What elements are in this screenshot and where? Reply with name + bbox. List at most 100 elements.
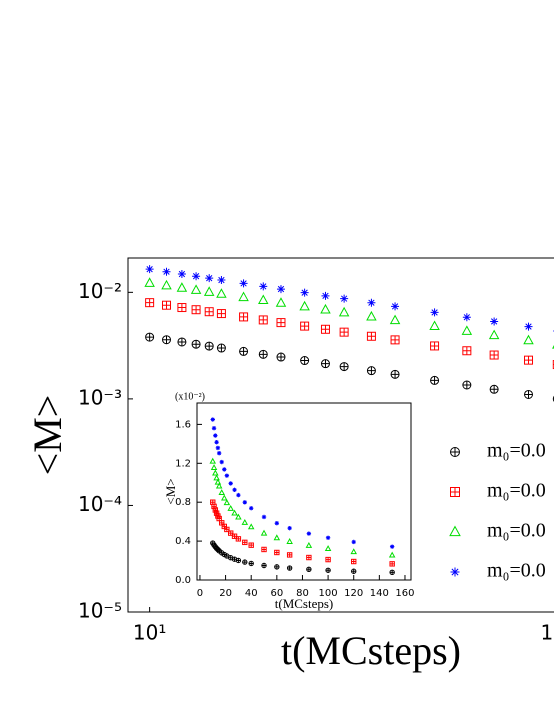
data-point — [215, 445, 221, 451]
y-tick-label: 0.0 — [175, 575, 191, 586]
data-point — [351, 539, 356, 545]
marker-shape — [210, 417, 215, 422]
y-tick-label: 0.8 — [175, 497, 191, 508]
marker-shape — [227, 504, 234, 511]
marker-shape — [274, 564, 280, 570]
marker-shape — [261, 562, 267, 569]
marker-shape — [177, 303, 186, 312]
data-point — [216, 450, 222, 456]
data-point — [161, 279, 172, 290]
y-axis-label: <M> — [163, 478, 178, 504]
data-point — [190, 284, 202, 294]
marker-shape — [236, 492, 241, 498]
marker-shape — [351, 568, 357, 574]
data-point — [324, 545, 332, 552]
marker-shape — [300, 356, 309, 365]
data-point — [391, 302, 400, 311]
marker-shape — [261, 514, 267, 520]
data-point — [489, 384, 499, 394]
data-point — [305, 541, 313, 548]
marker-shape — [222, 467, 227, 472]
data-point — [276, 352, 286, 362]
legend-label: m₀=0.0 — [487, 480, 546, 502]
marker-shape — [239, 347, 248, 356]
legend-marker — [450, 487, 460, 497]
data-point — [232, 487, 237, 493]
annotation: (x10⁻²) — [175, 391, 205, 402]
data-point — [366, 366, 376, 376]
data-point — [248, 542, 254, 548]
marker-shape — [300, 288, 309, 297]
marker-shape — [286, 538, 293, 544]
data-point — [490, 317, 499, 326]
data-point — [162, 267, 171, 276]
marker-shape — [213, 433, 218, 438]
marker-shape — [450, 487, 460, 497]
marker-shape — [321, 325, 330, 334]
data-point — [176, 282, 188, 292]
marker-shape — [219, 459, 224, 465]
data-point — [389, 561, 395, 567]
data-point — [238, 291, 249, 302]
marker-shape — [324, 545, 332, 552]
data-point — [462, 313, 471, 322]
marker-shape — [389, 570, 395, 575]
data-point — [261, 514, 267, 520]
marker-shape — [367, 366, 376, 375]
marker-shape — [235, 513, 242, 520]
data-point — [259, 282, 268, 291]
data-point — [286, 538, 293, 544]
marker-shape — [145, 298, 154, 307]
data-point — [523, 334, 534, 345]
data-point — [274, 521, 280, 526]
marker-shape — [287, 552, 292, 558]
marker-shape — [391, 302, 400, 311]
marker-shape — [524, 356, 533, 365]
marker-shape — [205, 307, 214, 316]
marker-shape — [429, 320, 440, 330]
data-point — [224, 526, 230, 533]
marker-shape — [215, 445, 221, 451]
marker-shape — [320, 303, 331, 314]
marker-shape — [214, 510, 219, 516]
marker-shape — [249, 542, 254, 548]
marker-shape — [210, 499, 215, 505]
data-point — [217, 276, 226, 285]
data-point — [210, 464, 218, 471]
data-point — [204, 341, 214, 351]
marker-shape — [450, 447, 460, 457]
marker-shape — [351, 569, 356, 574]
marker-shape — [177, 337, 186, 346]
marker-shape — [249, 506, 254, 511]
data-point — [162, 335, 172, 345]
marker-shape — [490, 317, 499, 326]
marker-shape — [391, 335, 400, 344]
data-point — [461, 325, 473, 335]
data-point — [213, 474, 220, 481]
marker-shape — [462, 381, 471, 390]
marker-shape — [490, 385, 499, 394]
data-point — [236, 492, 241, 498]
marker-shape — [162, 335, 171, 344]
data-point — [300, 288, 309, 297]
marker-shape — [340, 294, 349, 303]
data-point — [300, 356, 310, 366]
marker-shape — [247, 523, 255, 530]
y-tick-label: 10⁻⁵ — [78, 599, 122, 623]
marker-shape — [274, 521, 280, 526]
data-point — [351, 558, 357, 565]
data-point — [524, 355, 534, 365]
data-point — [390, 335, 400, 345]
data-point — [235, 536, 242, 542]
data-point — [144, 277, 155, 287]
marker-shape — [325, 568, 331, 573]
data-point — [239, 279, 248, 288]
data-point — [191, 305, 201, 315]
data-point — [242, 559, 248, 565]
data-point — [249, 506, 254, 511]
data-point — [524, 389, 534, 399]
marker-shape — [366, 310, 377, 321]
x-tick-label: 80 — [296, 588, 309, 599]
data-point — [462, 346, 472, 356]
marker-shape — [242, 559, 247, 565]
